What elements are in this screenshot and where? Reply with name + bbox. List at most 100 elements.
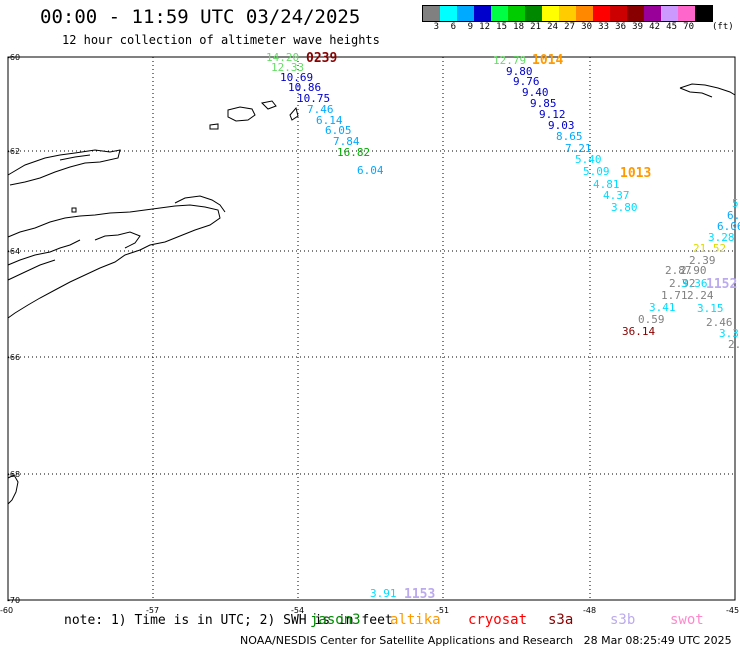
- swh-value: 21.52: [693, 242, 726, 255]
- lon-label: -60: [0, 606, 13, 615]
- colorbar-swatch: [474, 6, 491, 21]
- swh-value: 7.21: [565, 142, 592, 155]
- colorbar-tick: 45: [666, 22, 677, 32]
- lat-label: -64: [7, 247, 20, 256]
- swh-value: 2.: [728, 338, 740, 351]
- colorbar-tick: 18: [513, 22, 524, 32]
- pass-time-label: 1153: [404, 587, 435, 602]
- pass-time-label: 1152: [706, 277, 737, 292]
- satellite-legend: jason3 altika cryosat s3a s3b swot: [0, 612, 740, 630]
- lat-label: -60: [7, 53, 20, 62]
- longitude-labels: -60 -57 -54 -51 -48 -45: [0, 606, 739, 615]
- colorbar-swatch: [593, 6, 610, 21]
- swh-value: 6.14: [316, 114, 343, 127]
- swh-value: 10.75: [297, 92, 330, 105]
- pass-time-labels: 0239 1014 1013 1152 1153: [306, 51, 737, 602]
- swh-value: 1.71: [661, 289, 688, 302]
- swh-value: 5.09: [583, 165, 610, 178]
- colorbar-tick: 6: [450, 22, 456, 32]
- map-subtitle: 12 hour collection of altimeter wave hei…: [62, 33, 380, 47]
- colorbar-unit: (ft): [712, 22, 734, 32]
- swh-value: 9.12: [539, 108, 566, 121]
- swh-value: 3.91: [370, 587, 397, 600]
- swh-value: 2.24: [687, 289, 714, 302]
- colorbar-swatch: [627, 6, 644, 21]
- pass-time-label: 0239: [306, 51, 337, 66]
- coastline: [7, 83, 736, 505]
- colorbar-tick: 9: [467, 22, 473, 32]
- colorbar-swatch: [440, 6, 457, 21]
- pass-time-label: 1013: [620, 166, 651, 181]
- swh-value: 5.: [732, 197, 740, 210]
- colorbar-swatch: [508, 6, 525, 21]
- legend-item-altika: altika: [390, 612, 441, 628]
- swh-value: 6.1: [727, 209, 740, 222]
- legend-item-jason3: jason3: [310, 612, 361, 628]
- legend-item-s3a: s3a: [548, 612, 574, 628]
- map-grid: [8, 57, 735, 600]
- swh-value: 9.80: [506, 65, 533, 78]
- colorbar-swatch: [644, 6, 661, 21]
- colorbar-tick: 3: [433, 22, 439, 32]
- lat-label: -66: [7, 353, 20, 362]
- map-frame: [7, 56, 736, 601]
- colorbar-tick: 36: [615, 22, 626, 32]
- swh-value: 9.76: [513, 75, 540, 88]
- swh-value: 16.82: [337, 146, 370, 159]
- lon-label: -57: [146, 606, 159, 615]
- swh-observations: 14.2012.3310.6910.8610.757.466.146.057.8…: [266, 51, 740, 600]
- swh-value: 12.79: [493, 54, 526, 67]
- swh-value: 3.80: [611, 201, 638, 214]
- swh-value: 2.46: [706, 316, 733, 329]
- colorbar-swatch: [491, 6, 508, 21]
- swh-value: 7.46: [307, 103, 334, 116]
- swh-value: 3.3: [719, 327, 739, 340]
- lat-label: -62: [7, 147, 20, 156]
- lon-label: -48: [583, 606, 596, 615]
- lon-label: -45: [726, 606, 739, 615]
- colorbar-swatch: [423, 6, 440, 21]
- swh-value: 2.39: [689, 254, 716, 267]
- swh-value: 3.41: [649, 301, 676, 314]
- swh-value: 3.28: [708, 231, 735, 244]
- colorbar-tick: 70: [683, 22, 694, 32]
- lon-label: -51: [436, 606, 449, 615]
- swh-value: 6.06: [717, 220, 740, 233]
- swh-value: 12.33: [271, 61, 304, 74]
- colorbar-tick: 24: [547, 22, 558, 32]
- swh-value: 5.40: [575, 153, 602, 166]
- lon-label: -54: [291, 606, 304, 615]
- colorbar-swatch: [542, 6, 559, 21]
- colorbar-tick: 33: [598, 22, 609, 32]
- colorbar-swatch: [559, 6, 576, 21]
- latitude-labels: -60 -62 -64 -66 -68 -70: [7, 53, 20, 605]
- swh-value: 6.04: [357, 164, 384, 177]
- colorbar-swatch: [525, 6, 542, 21]
- pass-time-label: 1014: [532, 53, 563, 68]
- colorbar-swatch: [457, 6, 474, 21]
- swh-value: 6.05: [325, 124, 352, 137]
- colorbar-swatch: [661, 6, 678, 21]
- lat-label: -68: [7, 470, 20, 479]
- swh-value: 4.81: [593, 178, 620, 191]
- colorbar-swatch: [695, 6, 712, 21]
- colorbar-tick: 21: [530, 22, 541, 32]
- colorbar-swatch: [678, 6, 695, 21]
- lat-label: -70: [7, 596, 20, 605]
- swh-value: 7.84: [333, 135, 360, 148]
- legend-item-s3b: s3b: [610, 612, 636, 628]
- swh-value: 2.90: [680, 264, 707, 277]
- swh-value: 36.14: [622, 325, 655, 338]
- swh-value: 2.92: [669, 277, 696, 290]
- swh-value: 9.03: [548, 119, 575, 132]
- note-text: note: 1) Time is in UTC; 2) SWH is in fe…: [64, 613, 393, 628]
- map-title: 00:00 - 11:59 UTC 03/24/2025: [40, 6, 361, 28]
- swh-value: 2.87: [665, 264, 692, 277]
- colorbar-swatch: [576, 6, 593, 21]
- colorbar-tick: 42: [649, 22, 660, 32]
- swh-colorbar: [422, 5, 713, 22]
- swh-value: 9.40: [522, 86, 549, 99]
- swh-value: 4.37: [603, 189, 630, 202]
- swh-value: 14.20: [266, 51, 299, 64]
